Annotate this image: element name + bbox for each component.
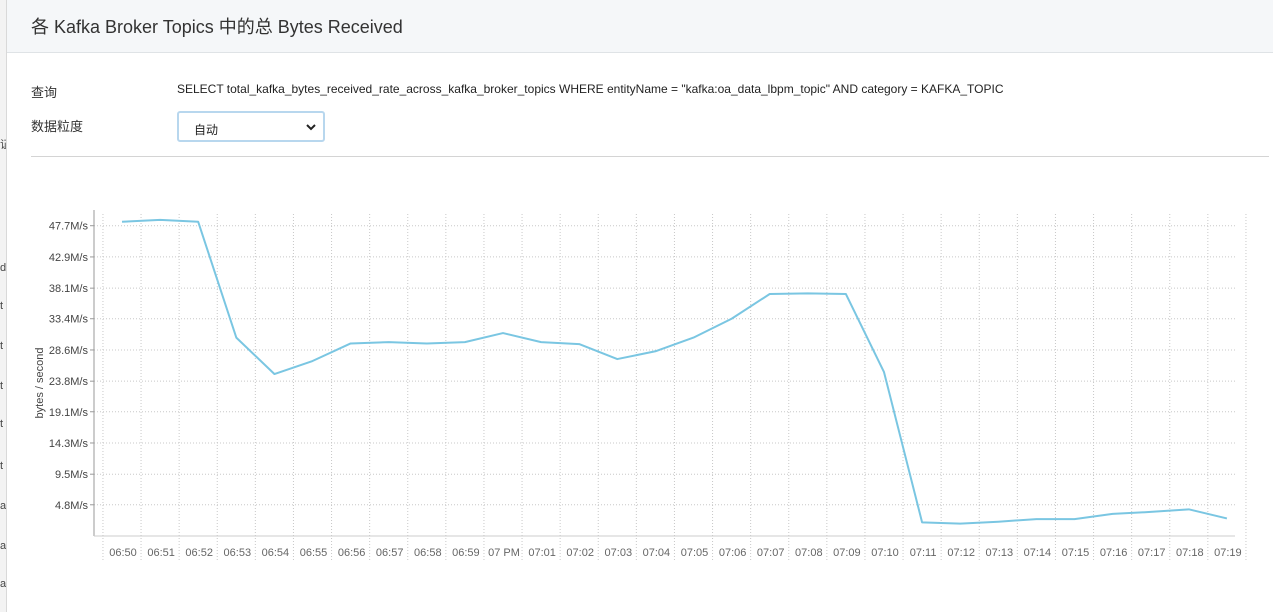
background-fragment: a [0,540,7,552]
background-fragment: a [0,578,7,590]
chart-axes [90,210,1235,537]
x-tick-label: 07 PM [488,547,520,559]
granularity-select[interactable]: 自动 [177,111,325,142]
x-tick-label: 07:08 [795,547,823,559]
dialog-title: 各 Kafka Broker Topics 中的总 Bytes Received [31,17,403,37]
x-tick-label: 07:07 [757,547,785,559]
x-tick-label: 06:52 [185,547,213,559]
query-text: SELECT total_kafka_bytes_received_rate_a… [177,82,1004,96]
background-fragment: t [0,340,4,352]
x-tick-label: 07:14 [1024,547,1052,559]
y-tick-label: 19.1M/s [49,407,89,419]
x-tick-label: 06:58 [414,547,442,559]
x-tick-label: 06:55 [300,547,328,559]
x-tick-label: 07:13 [986,547,1014,559]
dialog-header: 各 Kafka Broker Topics 中的总 Bytes Received [7,0,1273,53]
granularity-label: 数据粒度 [31,119,84,134]
y-tick-label: 4.8M/s [55,500,89,512]
x-tick-label: 06:51 [147,547,175,559]
x-tick-label: 06:56 [338,547,366,559]
background-fragment: t [0,380,4,392]
x-tick-label: 06:57 [376,547,404,559]
y-tick-label: 23.8M/s [49,376,89,388]
x-tick-label: 07:18 [1176,547,1204,559]
y-tick-label: 42.9M/s [49,252,89,264]
granularity-selected-value: 自动 [194,123,219,137]
chart-series [121,218,1228,525]
x-tick-label: 07:09 [833,547,861,559]
x-tick-label: 07:03 [605,547,633,559]
y-tick-label: 47.7M/s [49,221,89,233]
chart-dialog: 各 Kafka Broker Topics 中的总 Bytes Received… [6,0,1273,612]
chevron-down-icon [305,117,317,140]
x-tick-label: 07:06 [719,547,747,559]
section-divider [31,156,1269,157]
x-tick-label: 06:54 [262,547,290,559]
x-tick-label: 07:19 [1214,547,1242,559]
line-chart: 4.8M/s 9.5M/s 14.3M/s 19.1M/s 23.8M/s 28.6M/s… [34,210,1247,560]
y-tick-label: 33.4M/s [49,314,89,326]
x-tick-label: 07:11 [910,547,937,559]
background-fragment: d [0,262,7,274]
x-tick-label: 07:16 [1100,547,1128,559]
background-fragment: t [0,300,4,312]
x-tick-label: 07:12 [947,547,975,559]
x-axis-ticks: 06:50 06:51 06:52 06:53 06:54 06:55 06:56 06:57… [109,547,1241,559]
x-tick-label: 06:53 [224,547,252,559]
y-tick-label: 9.5M/s [55,469,89,481]
y-tick-label: 28.6M/s [49,345,89,357]
chart-grid [94,214,1247,560]
background-fragment: t [0,418,4,430]
series-line [121,218,1228,525]
y-axis-ticks: 4.8M/s 9.5M/s 14.3M/s 19.1M/s 23.8M/s 28.6M/s… [49,221,89,512]
y-tick-label: 38.1M/s [49,283,89,295]
x-tick-label: 07:10 [871,547,899,559]
background-fragment: t [0,460,4,472]
query-label: 查询 [31,85,58,100]
background-page-edge: 证 d t t t t t a a a [0,0,11,612]
y-tick-label: 14.3M/s [49,438,89,450]
x-tick-label: 06:50 [109,547,137,559]
background-fragment: 证 [0,136,11,152]
x-tick-label: 07:17 [1138,547,1166,559]
x-tick-label: 07:01 [528,547,556,559]
x-tick-label: 06:59 [452,547,480,559]
x-tick-label: 07:02 [566,547,594,559]
background-fragment: a [0,500,7,512]
x-tick-label: 07:05 [681,547,709,559]
y-axis-label: bytes / second [34,348,46,419]
x-tick-label: 07:15 [1062,547,1090,559]
x-tick-label: 07:04 [643,547,671,559]
